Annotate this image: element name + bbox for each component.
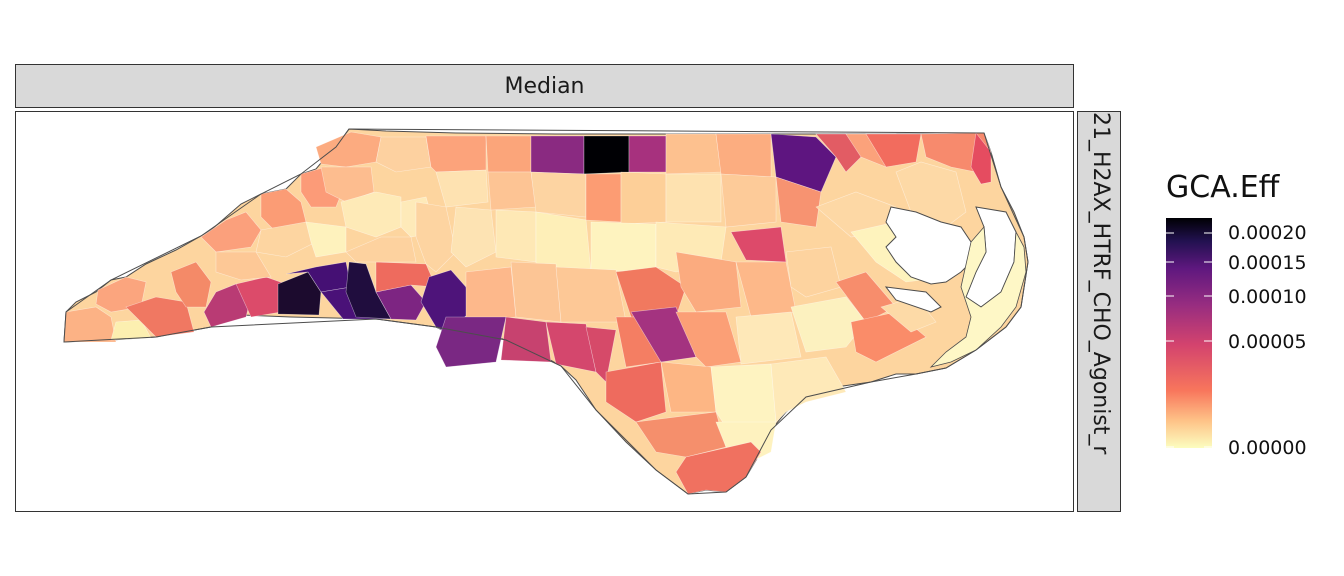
county-region <box>435 169 489 208</box>
county-region <box>465 266 517 323</box>
county-region <box>635 411 727 458</box>
county-region <box>735 311 802 365</box>
county-region <box>628 135 667 173</box>
outer-banks <box>929 226 1027 368</box>
county-region <box>375 136 432 173</box>
legend-label-4: 0.00000 <box>1228 437 1307 459</box>
county-region <box>620 171 667 225</box>
sound-shape <box>884 286 942 313</box>
county-region <box>305 221 347 258</box>
state-outline-border <box>63 128 1029 495</box>
county-region <box>785 246 842 298</box>
county-region <box>665 133 722 175</box>
facet-strip-top: Median <box>15 64 1074 108</box>
county-region <box>675 311 742 368</box>
county-region <box>500 316 552 363</box>
county-region <box>125 296 195 338</box>
county-region <box>170 261 212 308</box>
county-region <box>720 173 777 228</box>
county-region <box>495 209 537 263</box>
sound-shape <box>885 206 977 285</box>
county-region <box>535 211 592 273</box>
legend-label-1: 0.00015 <box>1228 252 1307 274</box>
map-panel <box>15 111 1074 512</box>
county-regions <box>63 131 992 495</box>
county-region <box>675 251 742 313</box>
county-region <box>345 236 417 263</box>
county-region <box>660 361 717 413</box>
county-region <box>770 133 837 193</box>
north-carolina-map <box>63 128 1029 495</box>
legend-label-3: 0.00005 <box>1228 331 1307 353</box>
county-region <box>585 173 622 223</box>
county-region <box>255 221 317 258</box>
county-region <box>775 176 822 228</box>
county-region <box>450 206 497 268</box>
county-region <box>583 135 630 175</box>
county-region <box>555 266 627 323</box>
sounds-water <box>884 206 1017 313</box>
county-region <box>425 135 487 173</box>
county-region <box>487 171 537 211</box>
county-region <box>590 221 657 273</box>
facet-label-assay: 21_H2AX_HTRF_CHO_Agonist_r <box>1088 112 1113 455</box>
county-region <box>375 261 437 293</box>
legend-label-0: 0.00020 <box>1228 222 1307 244</box>
county-region <box>415 201 457 273</box>
facet-strip-right: 21_H2AX_HTRF_CHO_Agonist_r <box>1077 111 1121 512</box>
county-region <box>665 173 722 223</box>
county-region <box>715 133 772 178</box>
county-region <box>435 316 507 368</box>
county-region <box>215 251 272 281</box>
legend-title: GCA.Eff <box>1166 170 1280 205</box>
county-region <box>710 363 777 428</box>
legend-label-2: 0.00010 <box>1228 286 1307 308</box>
county-region <box>865 133 922 168</box>
county-region <box>277 271 322 316</box>
legend-colorbar <box>1166 218 1212 448</box>
county-region <box>510 261 562 323</box>
county-region <box>530 135 585 175</box>
facet-label-median: Median <box>504 73 585 99</box>
county-region <box>615 266 687 318</box>
county-region <box>530 171 587 218</box>
county-region <box>315 131 382 168</box>
county-region <box>485 135 532 173</box>
county-region <box>605 361 667 423</box>
